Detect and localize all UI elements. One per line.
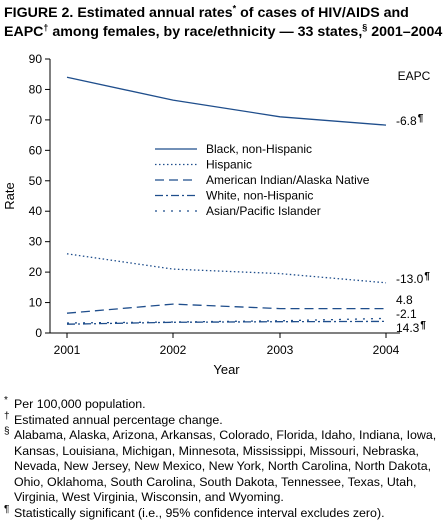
line-chart: 0 10 20 30 40 50 60 70 80 90 2001 2002 2003 2004 Year R… — [2, 52, 431, 377]
x-axis-label: Year — [213, 362, 240, 377]
eapc-significance-mark: ¶ — [424, 271, 430, 282]
eapc-significance-mark: ¶ — [418, 113, 424, 124]
legend-entry: Black, non-Hispanic — [206, 142, 312, 156]
footnote: ¶ Statistically significant (i.e., 95% co… — [4, 503, 385, 520]
chart-axes: 0 10 20 30 40 50 60 70 80 90 2001 2002 2003 2004 Year R… — [2, 52, 400, 377]
legend-entry: White, non-Hispanic — [206, 189, 313, 203]
y-tick-label: 90 — [29, 52, 43, 66]
y-tick-label: 50 — [29, 174, 43, 188]
footnote: † Estimated annual percentage change. — [4, 410, 223, 427]
legend-entry: American Indian/Alaska Native — [206, 173, 370, 187]
y-tick-label: 40 — [29, 204, 43, 218]
eapc-value: -13.0 — [396, 272, 424, 286]
series-line — [66, 76, 387, 126]
y-axis-label: Rate — [2, 182, 17, 209]
y-tick-label: 60 — [29, 143, 43, 157]
y-tick-label: 10 — [29, 296, 43, 310]
legend-entry: Asian/Pacific Islander — [206, 204, 321, 218]
y-tick-label: 30 — [29, 235, 43, 249]
x-tick-label: 2003 — [267, 343, 294, 357]
series-line — [66, 253, 387, 284]
series-line — [66, 320, 387, 325]
x-tick-label: 2002 — [160, 343, 187, 357]
eapc-value: -2.1 — [396, 307, 417, 321]
footnote: * Per 100,000 population. — [4, 395, 146, 411]
x-tick-label: 2004 — [373, 343, 400, 357]
eapc-value: -6.8 — [396, 114, 417, 128]
figure-title: FIGURE 2. Estimated annual rates* of cas… — [4, 3, 443, 40]
series-line — [66, 303, 386, 314]
legend-entry: Hispanic — [206, 158, 252, 172]
y-tick-label: 70 — [29, 113, 43, 127]
y-tick-label: 20 — [29, 265, 43, 279]
eapc-significance-mark: ¶ — [420, 320, 426, 331]
eapc-labels: EAPC-6.8 ¶-13.0 ¶4.8-2.114.3 ¶ — [396, 69, 431, 335]
x-tick-label: 2001 — [54, 343, 81, 357]
y-tick-label: 0 — [35, 326, 42, 340]
series-line — [66, 317, 387, 324]
eapc-header: EAPC — [398, 69, 431, 83]
series-lines — [66, 76, 387, 325]
eapc-value: 4.8 — [396, 293, 413, 307]
footnote: § Alabama, Alaska, Arizona, Arkansas, Col… — [4, 426, 437, 504]
eapc-value: 14.3 — [396, 321, 420, 335]
y-tick-label: 80 — [29, 82, 43, 96]
footnotes: * Per 100,000 population. † Estimated annu… — [4, 395, 444, 521]
